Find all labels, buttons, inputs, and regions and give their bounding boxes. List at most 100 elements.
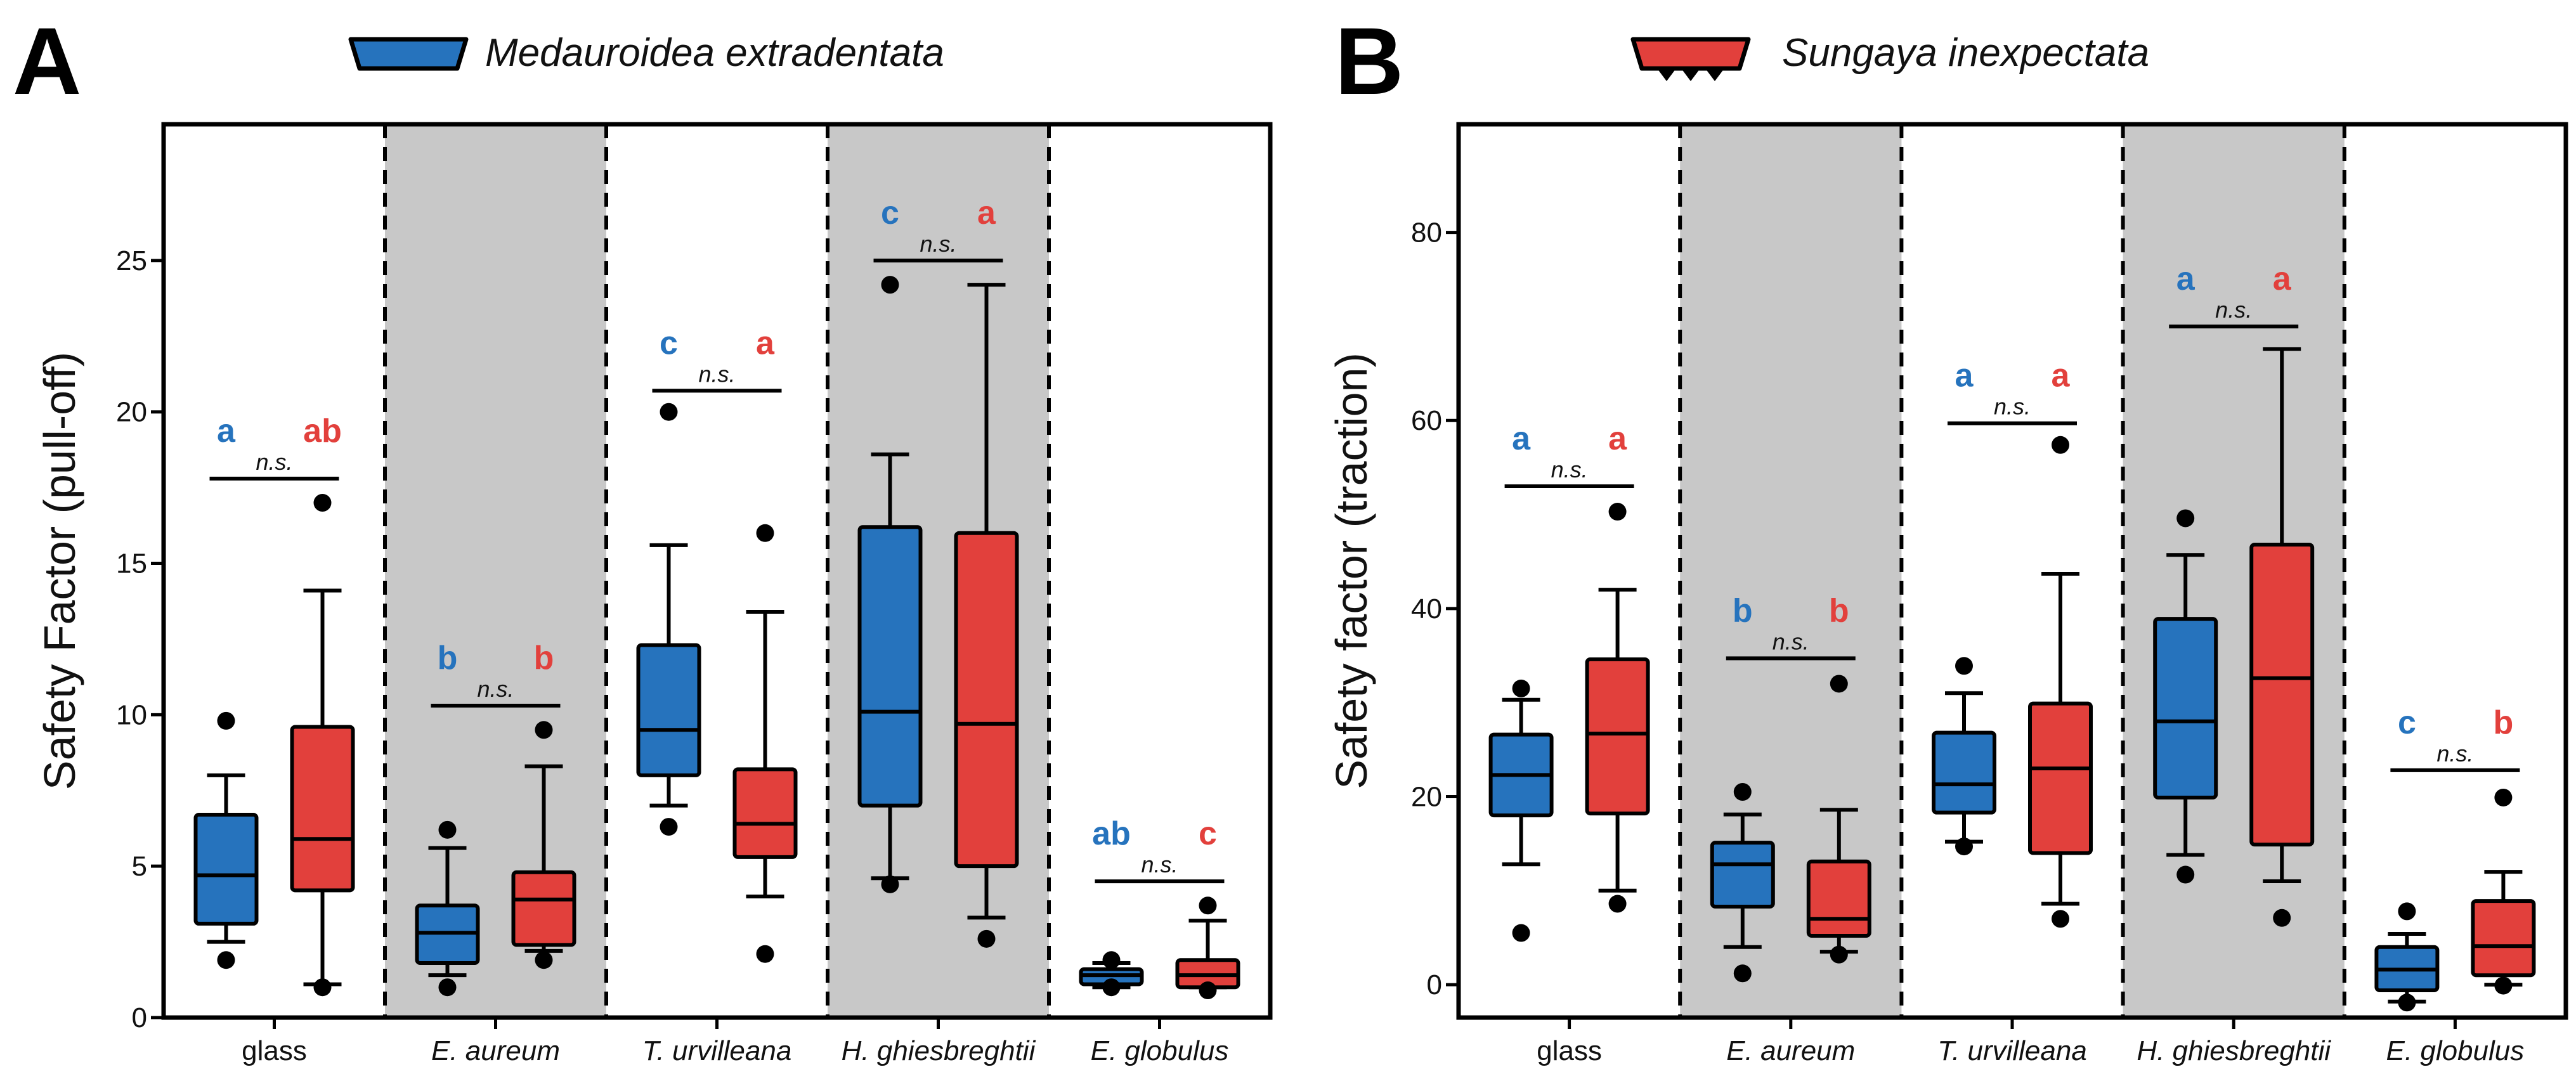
panel-a-ns-label: n.s. xyxy=(698,361,735,387)
panel-a-red-outlier xyxy=(535,951,553,969)
panel-a-blue-outlier xyxy=(881,875,899,893)
panel-b-blue-sig-letter: b xyxy=(1733,592,1753,629)
panel-a-red-outlier xyxy=(1199,981,1217,1000)
panel-b-red-outlier xyxy=(2494,976,2513,995)
panel-a-letter: A xyxy=(13,8,81,114)
panel-a-ytick-label: 10 xyxy=(116,699,147,730)
panel-a-red-box xyxy=(511,870,576,947)
panel-b-ns-label: n.s. xyxy=(2215,297,2252,323)
panel-b-blue-outlier xyxy=(1733,783,1752,801)
spike-2-icon xyxy=(1681,68,1700,81)
panel-a-shaded-band-2 xyxy=(385,124,606,1018)
panel-b-blue-box xyxy=(1932,730,1996,815)
panel-b-category-label: E. aureum xyxy=(1726,1035,1855,1066)
panel-a-blue-outlier xyxy=(217,951,235,969)
panel-b-red-outlier xyxy=(2273,909,2291,927)
panel-b-red-box xyxy=(1585,657,1650,816)
panel-b-blue-sig-letter: a xyxy=(1512,420,1531,457)
panel-b-y-axis-title: Safety factor (traction) xyxy=(1327,353,1376,789)
panel-a-category-label: glass xyxy=(242,1035,307,1066)
panel-a-red-box xyxy=(732,767,798,859)
panel-a-red-outlier xyxy=(756,524,774,542)
panel-a-blue-outlier xyxy=(217,711,235,730)
panel-a-red-outlier xyxy=(535,721,553,739)
panel-b-ytick-label: 60 xyxy=(1411,405,1442,436)
panel-a-blue-sig-letter: ab xyxy=(1092,815,1131,852)
panel-a-red-sig-letter: ab xyxy=(303,413,342,450)
panel-a-red-outlier xyxy=(1199,896,1217,915)
panel-b-blue-outlier xyxy=(1955,838,1973,856)
panel-a-blue-outlier xyxy=(438,820,457,839)
panel-a-red-sig-letter: a xyxy=(756,325,775,361)
panel-b-blue-outlier xyxy=(2176,509,2195,527)
panel-b-red-sig-letter: b xyxy=(2494,704,2514,741)
panel-b-blue-outlier xyxy=(2176,865,2195,884)
panel-a-ytick-label: 15 xyxy=(116,548,147,579)
panel-b-ytick-label: 40 xyxy=(1411,593,1442,624)
panel-b-red-sig-letter: a xyxy=(2273,261,2292,297)
panel-b-red-sig-letter: b xyxy=(1829,592,1849,629)
panel-a-blue-box xyxy=(636,643,701,777)
panel-b-blue-sig-letter: a xyxy=(1955,358,1974,394)
panel-b-ns-label: n.s. xyxy=(2436,741,2473,767)
panel-b-letter: B xyxy=(1335,8,1403,114)
panel-b-ytick-label: 20 xyxy=(1411,781,1442,812)
panel-a-blue-sig-letter: c xyxy=(881,195,899,231)
panel-a-red-sig-letter: c xyxy=(1199,815,1217,852)
panel-a-blue-sig-letter: c xyxy=(660,325,678,361)
panel-a-red-outlier xyxy=(977,929,996,948)
panel-a-red-outlier xyxy=(313,494,332,512)
spike-3-icon xyxy=(1705,68,1724,81)
panel-b-blue-outlier xyxy=(1512,679,1530,697)
panel-a-ns-label: n.s. xyxy=(477,676,514,702)
panel-b-red-box xyxy=(1806,859,1871,938)
panel-b-ytick-label: 80 xyxy=(1411,217,1442,249)
panel-b-category-label: T. urvilleana xyxy=(1937,1035,2087,1066)
panel-a-blue-sig-letter: a xyxy=(217,413,236,450)
panel-a-blue-outlier xyxy=(1102,951,1121,969)
spiked-pad-icon xyxy=(1630,37,1751,71)
panel-a-red-outlier xyxy=(313,978,332,997)
panel-b-blue-box xyxy=(2153,617,2218,799)
panel-b-red-outlier xyxy=(1830,675,1848,693)
panel-a-blue-outlier xyxy=(660,403,678,421)
panel-b-blue-outlier xyxy=(1512,924,1530,942)
panel-b-blue-outlier xyxy=(1733,964,1752,983)
panel-b-red-sig-letter: a xyxy=(2052,358,2071,394)
panel-a-blue-outlier xyxy=(1102,978,1121,997)
panel-a-red-outlier xyxy=(756,945,774,963)
panel-b-ns-label: n.s. xyxy=(1773,628,1809,654)
panel-b-category-label: H. ghiesbreghtii xyxy=(2137,1035,2331,1066)
panel-a-category-label: E. aureum xyxy=(431,1035,560,1066)
spike-1-icon xyxy=(1657,68,1676,81)
panel-a-ns-label: n.s. xyxy=(256,449,292,475)
legend-label-sungaya: Sungaya inexpectata xyxy=(1782,31,2149,75)
panel-a-blue-outlier xyxy=(660,818,678,836)
panel-a-y-axis-title: Safety Factor (pull-off) xyxy=(35,352,84,790)
panel-a-red-sig-letter: b xyxy=(534,640,554,676)
panel-a-blue-box xyxy=(193,812,259,926)
panel-a-blue-outlier xyxy=(438,978,457,997)
panel-a-category-label: H. ghiesbreghtii xyxy=(842,1035,1036,1066)
panel-b-red-sig-letter: a xyxy=(1608,420,1627,457)
legend-label-medauroidea: Medauroidea extradentata xyxy=(485,31,944,75)
panel-b-red-outlier xyxy=(1608,503,1627,521)
panel-b-red-outlier xyxy=(2494,788,2513,806)
panel-b-plot-frame xyxy=(1456,122,2568,1020)
panel-a-category-label: T. urvilleana xyxy=(642,1035,792,1066)
panel-a-ytick-label: 20 xyxy=(116,397,147,428)
panel-a-blue-outlier xyxy=(881,276,899,294)
panel-b-blue-sig-letter: c xyxy=(2398,704,2416,741)
smooth-pad-icon xyxy=(348,37,469,71)
panel-b-red-box xyxy=(2249,542,2315,847)
panel-a: A Medauroidea extradentata 0 5 10 15 20 25 Saf… xyxy=(13,8,1273,1066)
panel-a-red-sig-letter: a xyxy=(977,195,996,231)
panel-b-blue-sig-letter: a xyxy=(2176,261,2195,297)
panel-b-ns-label: n.s. xyxy=(1994,394,2031,420)
panel-a-blue-box xyxy=(857,525,923,808)
panel-b-category-label: glass xyxy=(1537,1035,1602,1066)
panel-b-red-outlier xyxy=(2052,910,2069,928)
panel-b-red-outlier xyxy=(2052,436,2069,454)
panel-a-red-box xyxy=(954,531,1019,869)
